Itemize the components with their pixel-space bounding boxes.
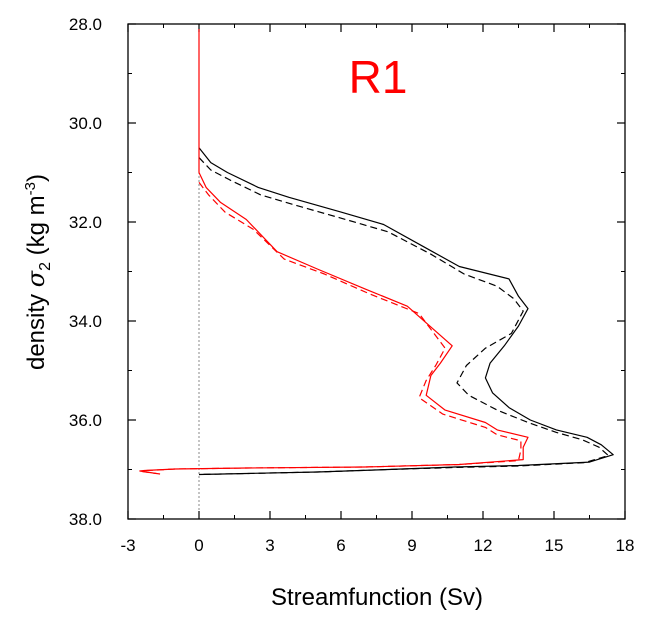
- x-tick-label: 15: [545, 536, 564, 555]
- y-title-close: ): [23, 174, 50, 182]
- y-title-main: density: [23, 287, 50, 370]
- y-tick-label: 36.0: [69, 411, 102, 430]
- series-line-black-dashed: [198, 157, 610, 476]
- x-tick-label: -3: [120, 536, 135, 555]
- y-title-unit: (kg m: [23, 195, 50, 262]
- series-line-red-dashed: [141, 182, 522, 476]
- y-tick-label: 28.0: [69, 15, 102, 34]
- series-line-red-solid: [139, 29, 529, 475]
- x-tick-label: 12: [474, 536, 493, 555]
- svg-text:density σ2 (kg m-3): density σ2 (kg m-3): [22, 174, 54, 370]
- y-tick-label: 38.0: [69, 510, 102, 529]
- x-axis-ticks: -3 0 3 6 9 12 15 18: [120, 24, 634, 555]
- y-axis-title: density σ2 (kg m-3): [22, 174, 54, 370]
- y-title-sub: 2: [37, 262, 54, 271]
- series-line-black-solid: [198, 147, 614, 476]
- y-tick-label: 30.0: [69, 114, 102, 133]
- series-lines: [139, 29, 614, 476]
- x-tick-label: 6: [336, 536, 345, 555]
- x-tick-label: 3: [265, 536, 274, 555]
- y-title-symbol: σ: [22, 270, 50, 287]
- x-tick-label: 0: [194, 536, 203, 555]
- x-axis-title: Streamfunction (Sv): [271, 584, 483, 611]
- y-tick-label: 34.0: [69, 312, 102, 331]
- panel-label: R1: [349, 51, 408, 103]
- x-tick-label: 18: [616, 536, 635, 555]
- y-tick-label: 32.0: [69, 213, 102, 232]
- y-axis-ticks: 28.0 30.0 32.0 34.0 36.0 38.0: [69, 15, 625, 529]
- y-title-exp: -3: [22, 182, 39, 195]
- x-tick-label: 9: [407, 536, 416, 555]
